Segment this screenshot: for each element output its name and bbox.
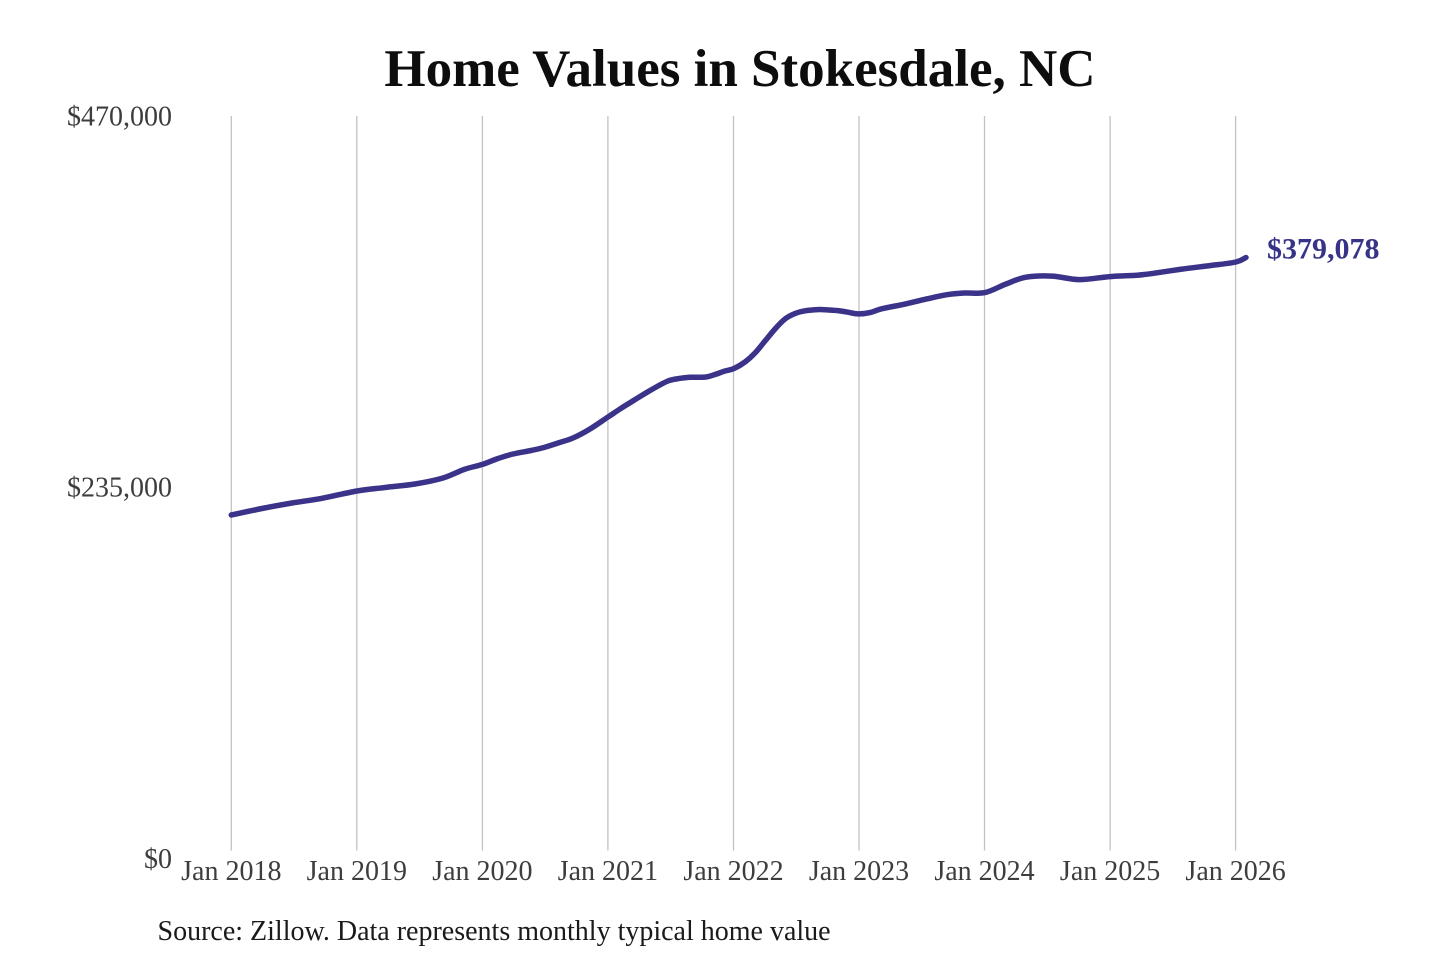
svg-text:Jan 2020: Jan 2020 <box>432 856 532 887</box>
svg-text:$379,078: $379,078 <box>1267 233 1380 266</box>
svg-text:Jan 2023: Jan 2023 <box>809 856 909 887</box>
svg-text:Jan 2018: Jan 2018 <box>181 856 281 887</box>
svg-text:Home Values in Stokesdale, NC: Home Values in Stokesdale, NC <box>384 40 1095 98</box>
svg-text:Jan 2024: Jan 2024 <box>934 856 1034 887</box>
svg-text:Jan 2022: Jan 2022 <box>683 856 783 887</box>
svg-text:Jan 2026: Jan 2026 <box>1185 856 1285 887</box>
svg-text:$470,000: $470,000 <box>67 101 172 132</box>
svg-text:Jan 2025: Jan 2025 <box>1060 856 1160 887</box>
svg-text:$0: $0 <box>144 844 172 875</box>
svg-text:Jan 2019: Jan 2019 <box>307 856 407 887</box>
svg-text:$235,000: $235,000 <box>67 473 172 504</box>
svg-text:Source: Zillow. Data represent: Source: Zillow. Data represents monthly … <box>158 916 831 947</box>
svg-text:Jan 2021: Jan 2021 <box>558 856 658 887</box>
